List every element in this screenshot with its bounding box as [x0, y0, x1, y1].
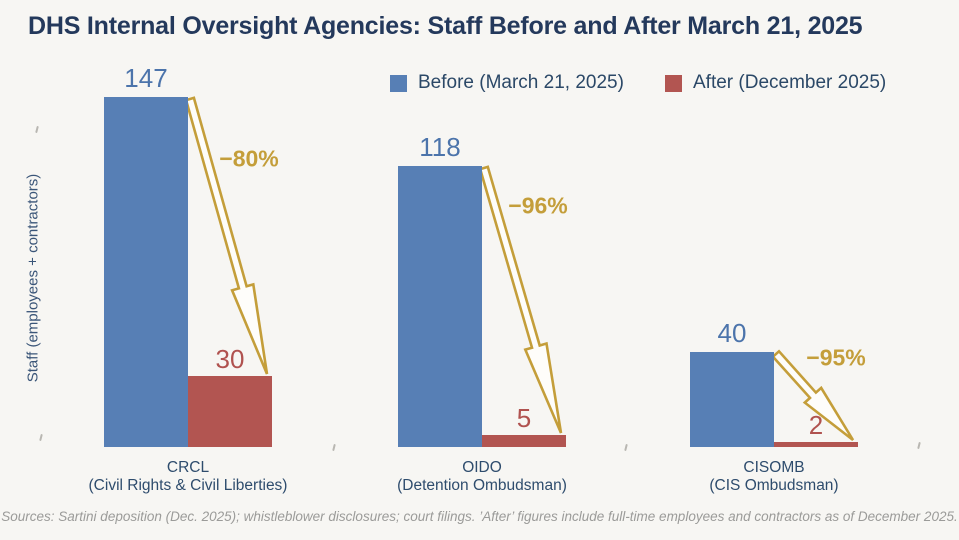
bar-after-cisomb	[774, 442, 858, 447]
legend: Before (March 21, 2025) After (December …	[0, 70, 959, 94]
category-code: CISOMB	[743, 459, 805, 476]
legend-item-after: After (December 2025)	[665, 72, 886, 94]
category-subtitle: (Detention Ombudsman)	[397, 477, 567, 494]
pct-change-label-cisomb: −95%	[806, 344, 866, 371]
value-label-before-oido: 118	[419, 132, 461, 162]
category-code: OIDO	[462, 459, 502, 476]
decline-arrow-crcl	[184, 96, 269, 375]
legend-swatch-after	[665, 74, 682, 92]
pct-change-label-oido: −96%	[508, 192, 568, 219]
bar-before-cisomb	[690, 352, 774, 447]
category-label-oido: OIDO (Detention Ombudsman)	[322, 459, 642, 495]
category-code: CRCL	[166, 459, 210, 476]
category-subtitle: (Civil Rights & Civil Liberties)	[88, 477, 288, 494]
pct-change-label-crcl: −80%	[219, 145, 279, 172]
category-subtitle: (CIS Ombudsman)	[709, 477, 839, 494]
axis-tick	[39, 433, 43, 442]
legend-swatch-before	[390, 74, 407, 92]
value-label-after-cisomb: 2	[808, 410, 824, 440]
axis-tick	[332, 443, 336, 452]
value-label-before-crcl: 147	[124, 63, 168, 93]
axis-tick	[624, 443, 628, 452]
bar-after-crcl	[188, 376, 272, 447]
value-label-after-oido: 5	[516, 403, 532, 433]
axis-tick	[917, 441, 921, 450]
source-note: Sources: Sartini deposition (Dec. 2025);…	[1, 509, 958, 524]
bar-after-oido	[482, 435, 566, 447]
category-label-crcl: CRCL (Civil Rights & Civil Liberties)	[28, 459, 348, 495]
value-label-after-crcl: 30	[215, 344, 245, 374]
bar-before-crcl	[104, 97, 188, 447]
bar-before-oido	[398, 166, 482, 447]
category-label-cisomb: CISOMB (CIS Ombudsman)	[614, 459, 934, 495]
chart-title: DHS Internal Oversight Agencies: Staff B…	[28, 12, 863, 40]
legend-label-after: After (December 2025)	[693, 72, 887, 93]
axis-tick	[35, 125, 39, 134]
legend-item-before: Before (March 21, 2025)	[390, 72, 624, 94]
legend-label-before: Before (March 21, 2025)	[418, 72, 624, 93]
value-label-before-cisomb: 40	[717, 318, 747, 348]
